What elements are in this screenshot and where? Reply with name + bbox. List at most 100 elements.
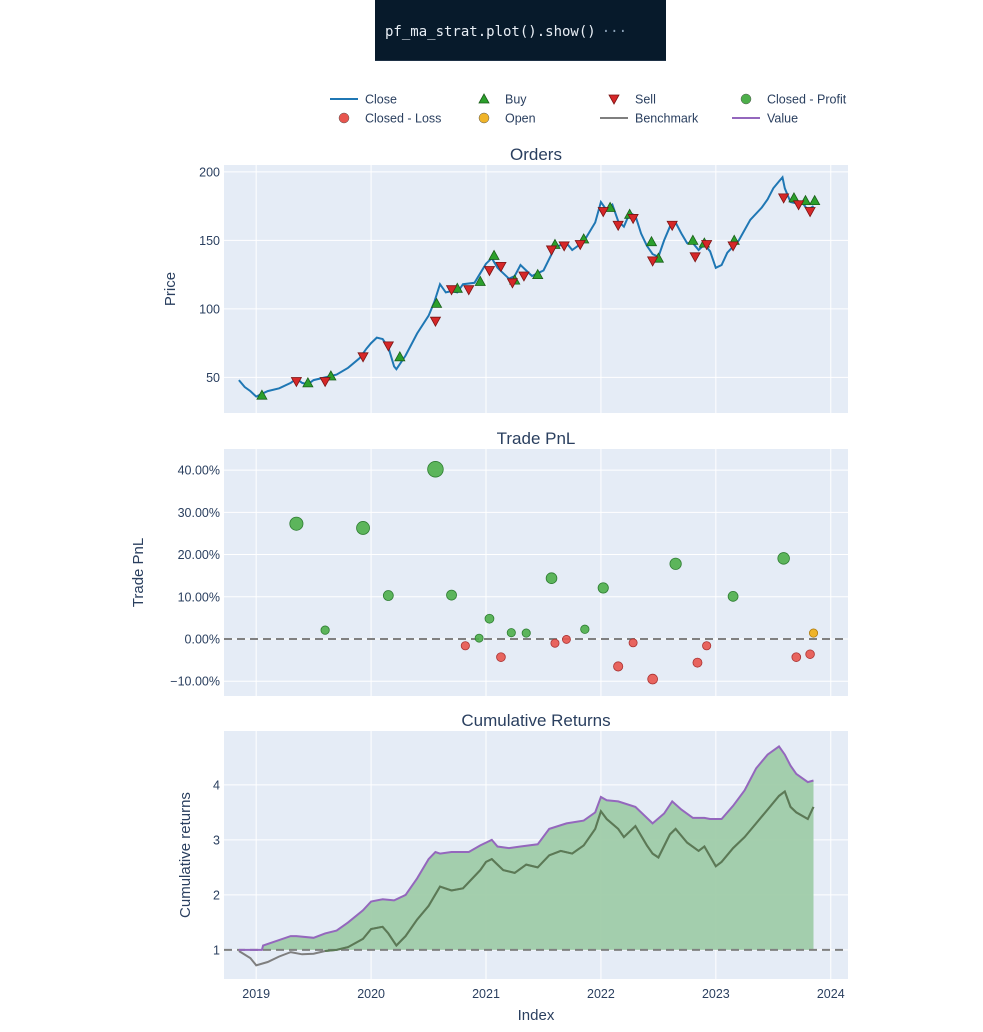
cumulative-returns-title: Cumulative Returns xyxy=(461,711,610,730)
x-tick-label: 2024 xyxy=(817,987,845,1001)
legend-label: Close xyxy=(365,93,397,107)
closed-profit-point xyxy=(521,628,531,638)
legend-label: Closed - Loss xyxy=(365,112,441,126)
collapse-ellipsis[interactable]: ··· xyxy=(601,24,628,40)
close-price-line xyxy=(238,175,815,398)
legend-triangle-down-icon xyxy=(608,94,620,105)
closed-loss-point xyxy=(550,638,560,648)
trade-pnl-y-tick-label: −10.00% xyxy=(170,675,220,689)
sell-marker xyxy=(574,240,586,251)
orders-grid xyxy=(224,165,848,413)
legend-triangle-up-icon xyxy=(478,93,490,104)
sell-marker xyxy=(319,377,331,388)
legend-label: Value xyxy=(767,112,798,126)
orders-y-tick-label: 200 xyxy=(199,165,220,179)
orders-y-axis-label: Price xyxy=(162,272,179,306)
sell-marker xyxy=(463,285,475,296)
closed-loss-point xyxy=(702,641,712,651)
buy-marker xyxy=(256,389,268,400)
legend-item[interactable]: Closed - Profit xyxy=(740,93,847,107)
orders-title: Orders xyxy=(510,145,562,164)
closed-profit-point xyxy=(545,572,558,584)
buy-marker xyxy=(474,275,486,286)
value-line xyxy=(238,744,814,951)
sell-marker xyxy=(727,241,739,252)
buy-marker xyxy=(430,297,443,308)
legend-item[interactable]: Close xyxy=(330,93,397,107)
sell-marker xyxy=(290,377,303,388)
trade-pnl-plot-area xyxy=(224,449,848,696)
cumulative-returns-y-tick-label: 3 xyxy=(213,833,220,847)
cumulative-returns-panel: 2019 2020 2021 2022 2023 2024 1 2 3 4 Cumulative … xyxy=(177,711,848,1024)
legend-circle-icon xyxy=(740,93,752,105)
buy-marker xyxy=(808,194,821,206)
cumulative-returns-y-tick-label: 4 xyxy=(213,778,220,792)
buy-marker xyxy=(488,249,500,260)
sell-marker xyxy=(495,261,507,273)
closed-profit-point xyxy=(356,521,370,535)
trade-pnl-title: Trade PnL xyxy=(497,429,576,448)
trade-pnl-y-tick-label: 40.00% xyxy=(178,464,220,478)
legend-item[interactable]: Benchmark xyxy=(600,112,699,126)
closed-loss-point xyxy=(460,641,470,651)
orders-y-tick-label: 150 xyxy=(199,234,220,248)
sell-marker xyxy=(597,207,609,218)
closed-profit-point xyxy=(669,557,682,570)
sell-marker xyxy=(545,245,558,256)
legend-item[interactable]: Value xyxy=(732,112,798,126)
closed-profit-point xyxy=(474,633,484,643)
sell-marker xyxy=(445,285,458,296)
sell-marker xyxy=(804,207,816,218)
cumulative-returns-marks xyxy=(224,744,848,967)
buy-marker xyxy=(532,268,544,280)
benchmark-line-over-area xyxy=(325,789,815,952)
cumulative-returns-y-axis-label: Cumulative returns xyxy=(177,792,194,918)
orders-marks xyxy=(238,175,821,400)
closed-loss-point xyxy=(692,657,703,668)
cumulative-returns-ticks: 2019 2020 2021 2022 2023 2024 1 2 3 4 xyxy=(213,778,845,1001)
legend-label: Sell xyxy=(635,93,656,107)
closed-profit-point xyxy=(777,552,790,565)
sell-marker xyxy=(382,341,395,352)
legend-item[interactable]: Closed - Loss xyxy=(338,112,441,126)
buy-marker xyxy=(645,235,658,247)
closed-loss-point xyxy=(805,649,815,659)
code-text: pf_ma_strat.plot().show() ··· xyxy=(385,24,627,40)
trade-pnl-marks xyxy=(224,461,848,685)
trade-pnl-y-tick-label: 20.00% xyxy=(178,548,220,562)
sell-marker xyxy=(627,214,639,225)
trade-pnl-ticks: −10.00% 0.00% 10.00% 20.00% 30.00% 40.00% xyxy=(170,464,220,689)
sell-marker xyxy=(612,220,624,232)
closed-profit-point xyxy=(382,590,394,601)
legend-circle-icon xyxy=(478,112,490,124)
sell-marker xyxy=(666,220,678,232)
legend-circle-icon xyxy=(338,112,350,124)
closed-profit-point xyxy=(484,613,495,624)
buy-marker xyxy=(302,377,314,388)
trade-pnl-panel: −10.00% 0.00% 10.00% 20.00% 30.00% 40.00% Tra… xyxy=(130,429,848,696)
code-cell: pf_ma_strat.plot().show() ··· xyxy=(375,0,666,61)
orders-y-tick-label: 50 xyxy=(206,371,220,385)
orders-ticks: 50 100 150 200 xyxy=(199,165,220,385)
closed-loss-point xyxy=(496,652,506,662)
trade-pnl-y-tick-label: 0.00% xyxy=(185,633,220,647)
cumulative-returns-y-tick-label: 1 xyxy=(213,943,220,957)
sell-marker xyxy=(646,256,659,267)
x-tick-label: 2020 xyxy=(357,987,385,1001)
x-tick-label: 2023 xyxy=(702,987,730,1001)
sell-marker xyxy=(518,271,530,282)
legend-item[interactable]: Open xyxy=(478,112,536,126)
legend[interactable]: Close Buy Sell Closed - Profit Closed - Loss… xyxy=(330,93,847,126)
x-tick-label: 2022 xyxy=(587,987,615,1001)
value-area-fill xyxy=(238,746,814,950)
closed-profit-point xyxy=(446,589,457,601)
legend-label: Closed - Profit xyxy=(767,93,847,107)
sell-marker xyxy=(506,278,519,289)
legend-item[interactable]: Sell xyxy=(608,93,656,107)
legend-label: Benchmark xyxy=(635,112,699,126)
x-axis-label: Index xyxy=(518,1007,555,1024)
legend-item[interactable]: Buy xyxy=(478,93,527,107)
buy-marker xyxy=(394,350,406,362)
closed-profit-point xyxy=(320,625,330,635)
